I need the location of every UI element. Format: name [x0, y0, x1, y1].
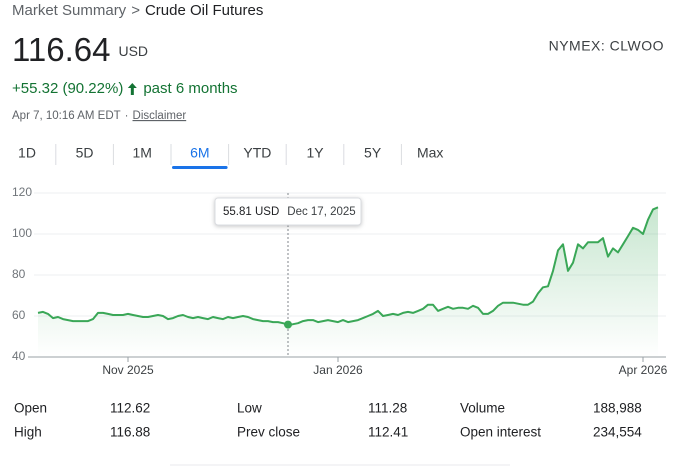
stat-value: 112.41	[368, 425, 408, 440]
stat-label: Open	[14, 401, 47, 416]
change: +55.32 (90.22%)	[12, 80, 123, 97]
stat-label: Low	[237, 401, 262, 416]
range-tab[interactable]: 6M	[190, 145, 209, 161]
stat-value: 112.62	[110, 401, 150, 416]
range-tab[interactable]: Max	[417, 145, 443, 161]
range-tabs: 1D 5D 1M 6M YTD 1Y 5Y Max	[18, 144, 443, 169]
stat-value: 116.88	[110, 425, 150, 440]
disclaimer-link[interactable]: Disclaimer	[133, 110, 187, 122]
range-tab[interactable]: 1Y	[306, 145, 324, 161]
chart: 40 60 80 100 120 Nov 2025 Jan 2026 Apr 2026 55.8…	[12, 185, 668, 377]
tooltip	[214, 197, 362, 226]
price-line	[37, 206, 659, 326]
stat-label: Open interest	[460, 425, 541, 440]
range-tab[interactable]: 1M	[132, 145, 151, 161]
stat-label: Prev close	[237, 425, 300, 440]
timestamp-line: Apr 7, 10:16 AM EDT · Disclaimer	[12, 110, 186, 122]
header: Market Summary > Crude Oil Futures 116.64 U…	[12, 2, 664, 122]
x-tick-label: Nov 2025	[102, 363, 154, 377]
x-tick-label: Apr 2026	[619, 363, 668, 377]
stat-value: 234,554	[593, 425, 642, 440]
stat-label: Volume	[460, 401, 505, 416]
currency: USD	[118, 43, 148, 59]
x-tick-label: Jan 2026	[313, 363, 363, 377]
y-tick-label: 100	[12, 226, 32, 240]
area	[38, 207, 658, 357]
price-value: 116.64	[12, 31, 110, 68]
stat-label: High	[14, 425, 42, 440]
y-tick-label: 40	[12, 349, 26, 363]
timestamp: Apr 7, 10:16 AM EDT	[12, 110, 121, 122]
breadcrumb: Market Summary > Crude Oil Futures	[12, 2, 263, 19]
y-tick-label: 120	[12, 185, 32, 199]
breadcrumb-separator: >	[131, 2, 140, 19]
range-tab[interactable]: YTD	[243, 145, 271, 161]
timestamp-separator: ·	[125, 110, 129, 122]
highlight-point	[284, 320, 292, 329]
breadcrumb-current: Crude Oil Futures	[145, 2, 263, 19]
stat-value: 111.28	[368, 401, 407, 416]
price: 116.64 USD	[12, 31, 148, 68]
y-tick-label: 80	[12, 267, 26, 281]
tab-underline	[172, 166, 228, 169]
exchange: NYMEX: CLWOO	[549, 38, 664, 54]
y-tick-label: 60	[12, 308, 26, 322]
range-tab[interactable]: 5Y	[364, 145, 382, 161]
range-tab[interactable]: 1D	[18, 145, 36, 161]
tooltip-value: 55.81 USD	[223, 206, 279, 218]
tooltip-date: Dec 17, 2025	[287, 206, 355, 218]
change-period: past 6 months	[143, 80, 237, 97]
stats-table: Open 112.62 Low 111.28 Volume 188,988 High 116.…	[14, 401, 642, 440]
breadcrumb-link[interactable]: Market Summary	[12, 2, 127, 19]
stat-value: 188,988	[593, 401, 642, 416]
range-tab[interactable]: 5D	[76, 145, 94, 161]
up-arrow-icon	[127, 83, 137, 95]
